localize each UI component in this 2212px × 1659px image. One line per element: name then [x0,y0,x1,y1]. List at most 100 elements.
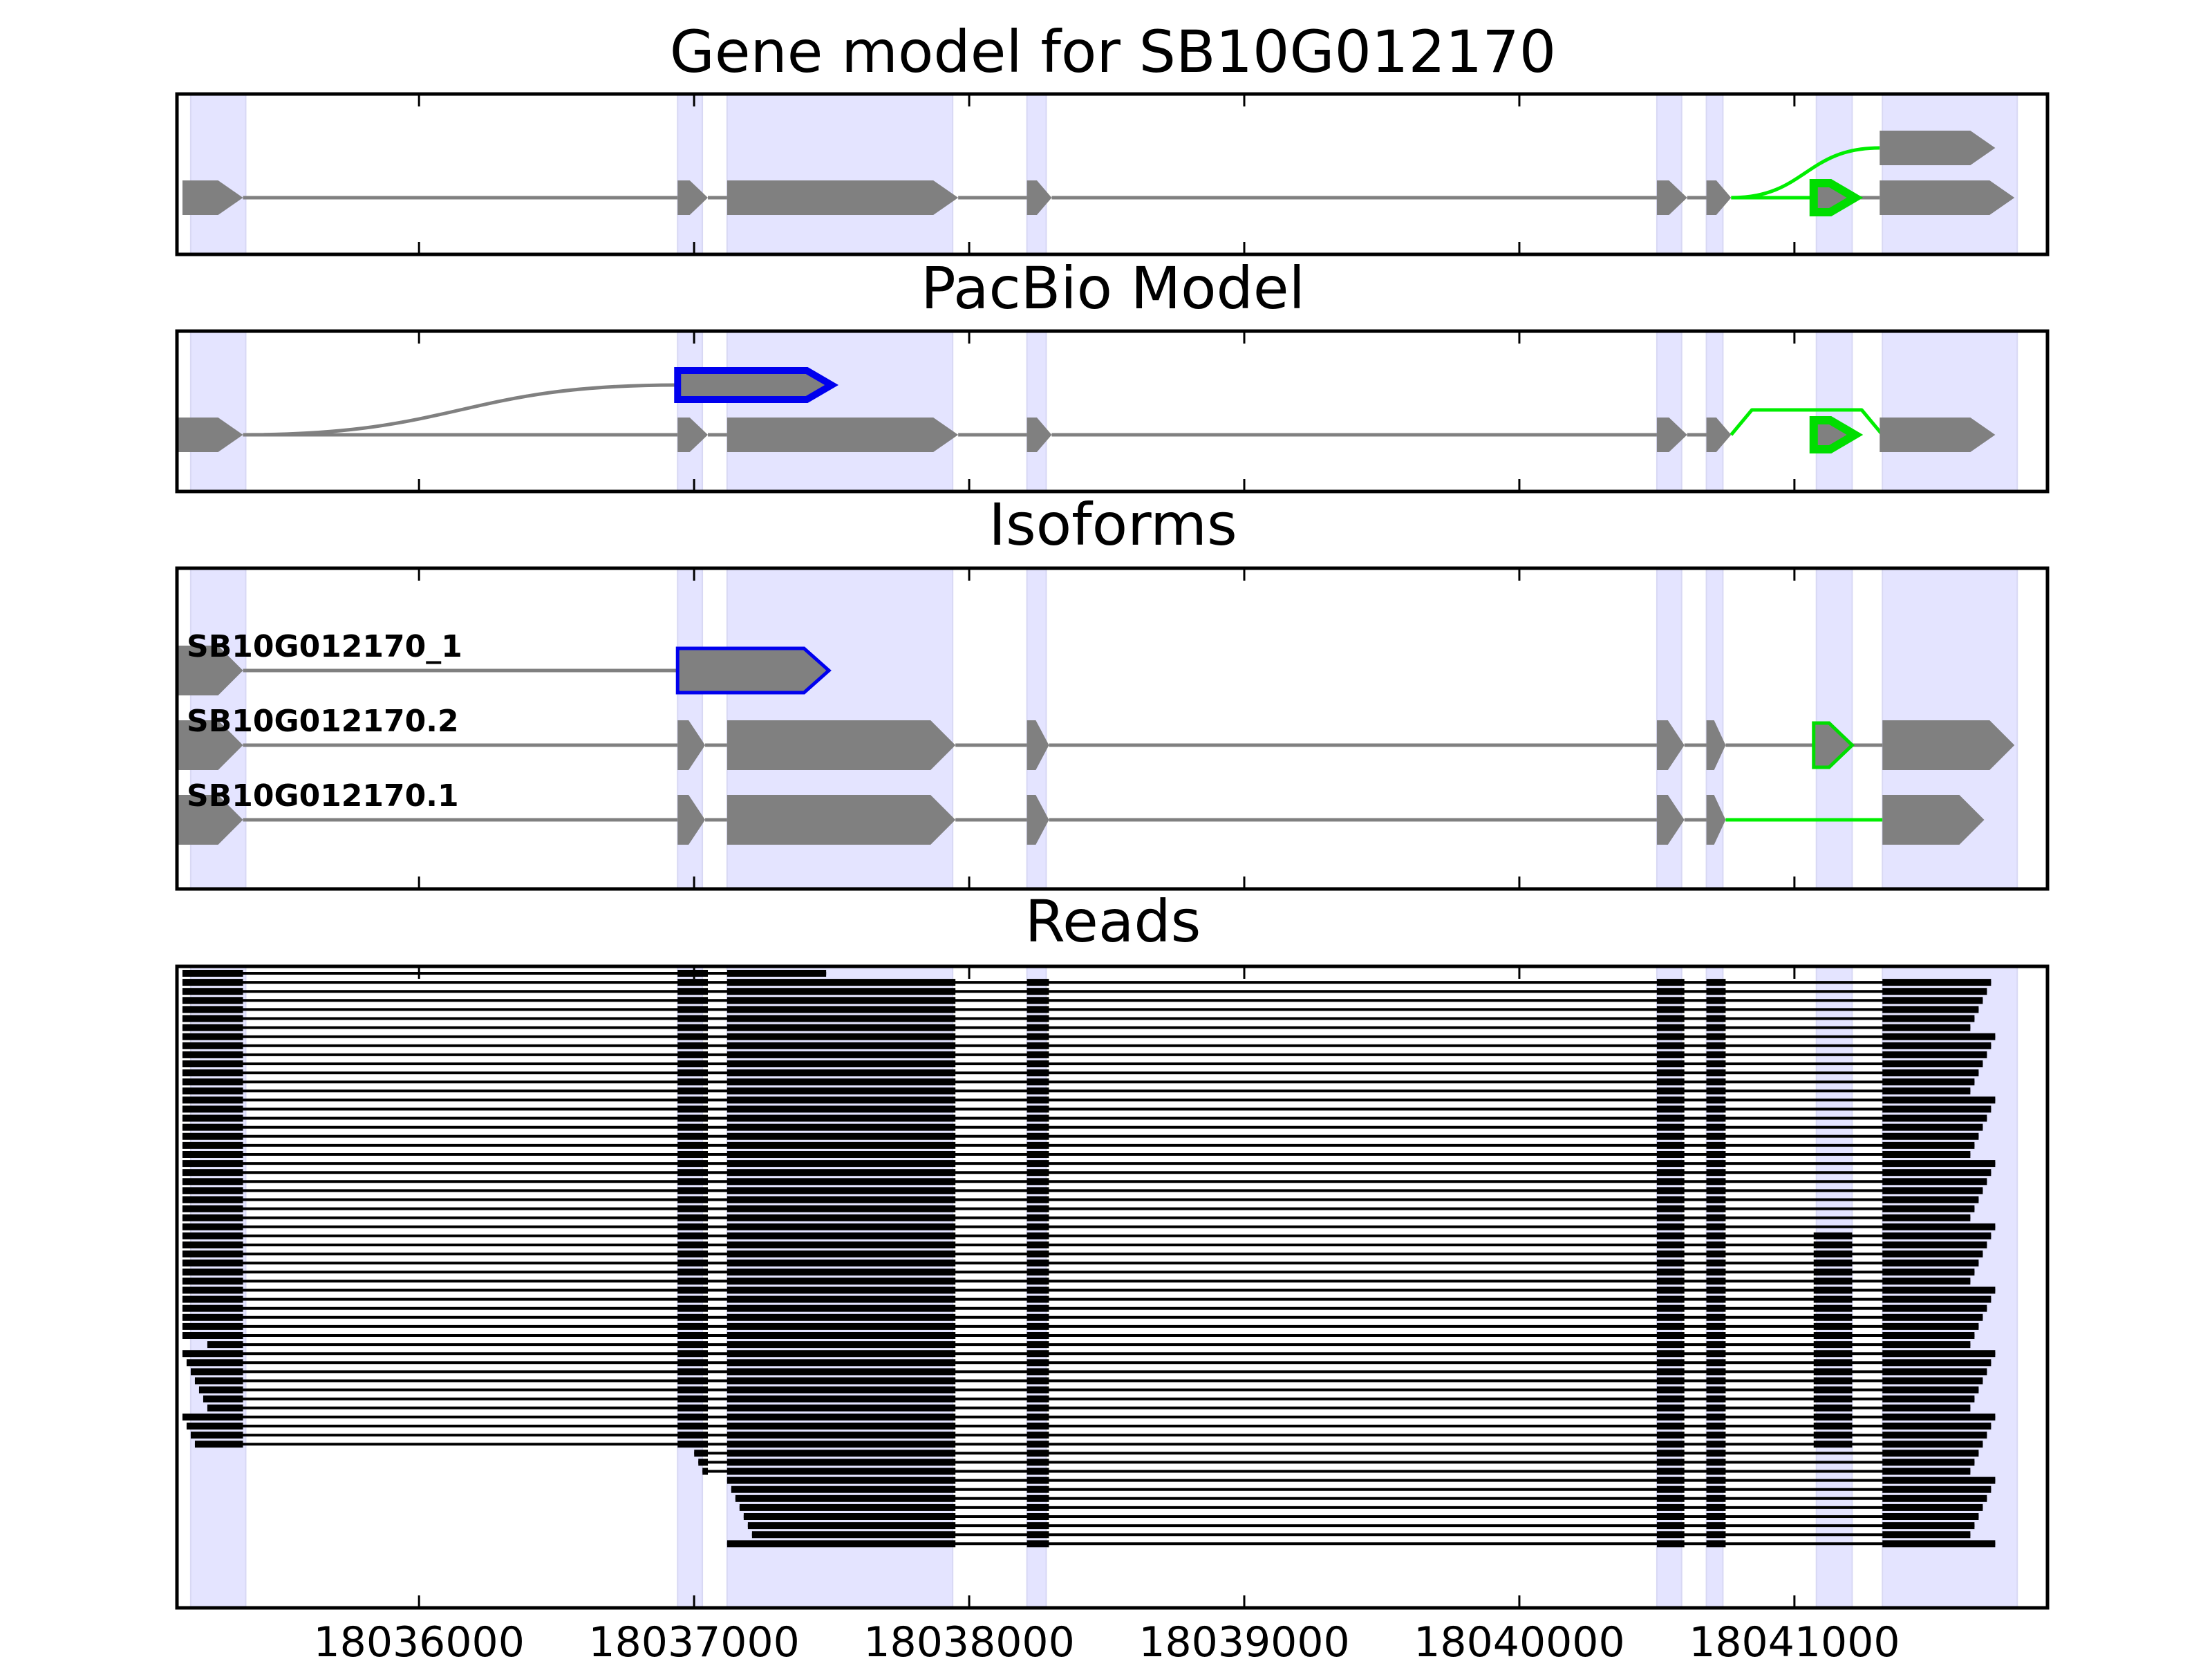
read-block [1882,1051,1987,1058]
read-block [727,1015,956,1022]
read-block [735,1494,956,1502]
read-block [727,1313,956,1321]
read-block [1882,1006,1979,1013]
exon [177,418,243,452]
read-block [1706,1160,1726,1168]
x-axis-tick-labels: 18036000 18037000 18038000 18039000 1804… [313,1618,1900,1659]
read-block [1027,1503,1049,1511]
read-block [1656,1051,1685,1058]
read-block [1813,1241,1853,1248]
read-block [1882,1033,1996,1040]
read-block [1027,1051,1049,1058]
read-block [1027,1232,1049,1239]
read-block [1656,1503,1685,1511]
read-block [1656,1413,1685,1421]
read-block [1027,1350,1049,1358]
read-block [1706,1069,1726,1077]
read-block [727,970,827,977]
read-block [1882,1441,1983,1448]
read-block [1027,1096,1049,1104]
read-block [677,970,709,977]
exon [1656,418,1687,452]
read-block [1706,1313,1726,1321]
read-block [1706,1141,1726,1149]
read-block [677,1214,709,1221]
read-block [182,997,243,1004]
read-block [1656,1196,1685,1203]
read-block [694,1450,709,1457]
panel-title-gene-model: Gene model for SB10G012170 [670,18,1556,86]
read-block [1656,1386,1685,1394]
read-block [1656,1477,1685,1484]
read-block [1027,1214,1049,1221]
read-block [677,1078,709,1086]
read-block [1027,1494,1049,1502]
read-block [1813,1268,1853,1276]
read-block [182,1087,243,1095]
read-block [1706,1377,1726,1385]
read-block [1882,1413,1996,1421]
exon [1027,180,1052,215]
exon-highlight-band [1656,93,1683,255]
read-block [677,1096,709,1104]
read-block [677,1286,709,1294]
read-block [1882,1531,1971,1539]
read-block [727,1096,956,1104]
read-block [1882,1359,1991,1367]
read-block [727,1386,956,1394]
read-block [727,1295,956,1303]
read-block [1706,1494,1726,1502]
read-block [727,1114,956,1122]
read-block [1656,1450,1685,1457]
exon [677,720,706,770]
read-block [1706,997,1726,1004]
exon [727,795,956,845]
read-block [1027,1268,1049,1276]
read-block [1027,1468,1049,1475]
read-block [182,988,243,995]
read-block [1656,1268,1685,1276]
read-block [182,1250,243,1258]
exon [677,795,706,845]
read-block [677,1350,709,1358]
exon-highlight-band [189,93,247,255]
read-block [1706,988,1726,995]
read-block [1706,1322,1726,1330]
read-block [1027,1160,1049,1168]
read-block [727,1322,956,1330]
read-block [1813,1441,1853,1448]
read-block [727,1259,956,1267]
read-block [727,1160,956,1168]
panel-title-pacbio-model: PacBio Model [921,254,1305,322]
read-block [677,1268,709,1276]
read-block [1656,1485,1685,1493]
read-block [1706,1196,1726,1203]
exon-highlights [189,568,2018,890]
read-block [182,1042,243,1049]
panel-frame [175,329,2050,494]
read-block [1656,1423,1685,1430]
read-block [677,1105,709,1113]
read-block [677,1042,709,1049]
read-block [1656,1123,1685,1131]
read-block [677,1196,709,1203]
read-block [1706,1232,1726,1239]
read-block [1706,1413,1726,1421]
read-block [1882,1322,1979,1330]
exon [1706,418,1732,452]
read-block [677,1332,709,1339]
read-block [1656,1114,1685,1122]
read-block [727,1060,956,1067]
read-block [182,1214,243,1221]
read-block [1882,1087,1971,1095]
read-block [1813,1232,1853,1239]
read-block [1706,1042,1726,1049]
read-block [1706,1087,1726,1095]
read-block [1027,1341,1049,1349]
read-block [1656,988,1685,995]
read-block [1656,1015,1685,1022]
read-block [1027,1386,1049,1394]
read-block [727,1304,956,1312]
read-block [677,1359,709,1367]
read-block [677,1259,709,1267]
